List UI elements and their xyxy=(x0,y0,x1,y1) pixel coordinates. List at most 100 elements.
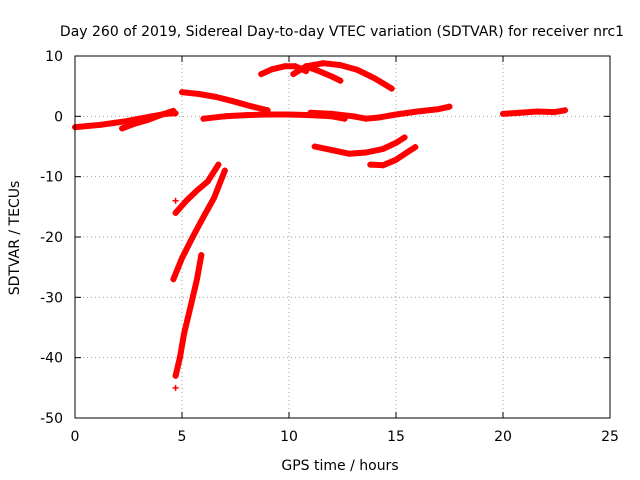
data-point xyxy=(337,62,344,69)
data-point xyxy=(172,384,179,391)
data-point xyxy=(204,178,211,185)
series-track-11 xyxy=(500,107,569,117)
series-band xyxy=(170,167,228,283)
y-axis-label: SDTVAR / TECUs xyxy=(7,181,23,296)
data-point xyxy=(363,149,370,156)
data-point xyxy=(517,109,524,116)
data-point xyxy=(380,145,387,152)
series-track-2 xyxy=(119,107,177,132)
data-point xyxy=(187,303,194,310)
data-point xyxy=(534,108,541,115)
data-point xyxy=(414,108,421,115)
data-point xyxy=(176,354,183,361)
data-point xyxy=(435,106,442,113)
y-tick-label: -20 xyxy=(40,230,63,246)
data-point xyxy=(221,113,228,120)
chart-title: Day 260 of 2019, Sidereal Day-to-day VTE… xyxy=(60,24,624,40)
data-point xyxy=(337,77,344,84)
data-point xyxy=(221,167,228,174)
data-point xyxy=(268,66,275,73)
series-track-3 xyxy=(179,89,271,114)
data-point xyxy=(215,161,222,168)
data-point xyxy=(393,156,399,163)
data-point xyxy=(213,94,220,101)
data-point xyxy=(320,60,327,67)
data-point xyxy=(315,68,322,75)
x-axis-label: GPS time / hours xyxy=(281,458,398,474)
data-point xyxy=(354,66,361,73)
data-point xyxy=(230,98,237,105)
x-tick-label: 5 xyxy=(178,429,187,445)
data-point xyxy=(170,276,177,283)
data-point xyxy=(200,115,207,122)
data-point xyxy=(193,276,200,283)
data-point xyxy=(183,197,190,204)
data-point xyxy=(500,110,506,117)
axis-ticks: 0 5 10 15 20 25 -50 -40 -30 -20 -10 0 10 xyxy=(40,49,619,445)
data-point xyxy=(446,103,453,110)
data-point xyxy=(243,112,250,119)
data-point xyxy=(110,119,117,126)
data-point xyxy=(172,197,179,204)
data-point xyxy=(193,187,200,194)
data-point xyxy=(350,113,357,120)
series-band xyxy=(311,134,408,157)
series-track-8 xyxy=(307,103,453,122)
data-point xyxy=(196,91,203,98)
data-point xyxy=(181,330,188,337)
data-point xyxy=(211,194,218,201)
data-point xyxy=(562,107,569,114)
series-layer xyxy=(72,60,569,391)
data-point xyxy=(247,103,254,110)
data-point xyxy=(123,118,130,125)
series-track-10 xyxy=(367,144,419,169)
data-point xyxy=(405,148,412,155)
data-point xyxy=(290,71,297,78)
data-point xyxy=(393,139,399,146)
data-point xyxy=(179,255,185,262)
x-tick-label: 15 xyxy=(387,429,405,445)
data-point xyxy=(97,121,104,128)
data-point xyxy=(375,114,382,121)
data-point xyxy=(157,112,164,119)
data-point xyxy=(345,150,352,157)
data-point xyxy=(172,209,179,216)
data-point xyxy=(200,214,207,221)
x-tick-label: 0 xyxy=(71,429,80,445)
x-tick-label: 25 xyxy=(601,429,619,445)
data-point xyxy=(170,107,177,114)
data-point xyxy=(189,234,196,240)
series-stray-1 xyxy=(172,197,179,204)
data-point xyxy=(281,63,288,70)
data-point xyxy=(388,85,395,92)
data-point xyxy=(328,110,335,117)
y-tick-label: 10 xyxy=(45,49,63,65)
data-point xyxy=(264,111,271,118)
series-track-9 xyxy=(311,134,408,157)
data-point xyxy=(363,115,370,122)
series-stray-2 xyxy=(172,384,179,391)
y-tick-label: 0 xyxy=(54,109,63,125)
series-band xyxy=(303,63,344,84)
data-point xyxy=(258,71,265,78)
data-point xyxy=(401,134,408,141)
data-point xyxy=(286,111,292,118)
data-point xyxy=(172,372,179,379)
x-tick-label: 20 xyxy=(494,429,512,445)
series-track-12 xyxy=(172,161,222,216)
data-point xyxy=(179,89,185,96)
data-point xyxy=(328,73,335,80)
data-point xyxy=(198,252,205,259)
data-point xyxy=(367,161,374,168)
series-band xyxy=(179,89,271,114)
y-tick-label: -40 xyxy=(40,351,63,367)
data-point xyxy=(551,109,558,116)
data-point xyxy=(292,63,299,70)
series-track-7 xyxy=(303,63,344,84)
data-point xyxy=(84,122,91,129)
y-tick-label: -30 xyxy=(40,290,63,306)
data-point xyxy=(311,143,318,150)
data-point xyxy=(131,120,138,127)
data-point xyxy=(393,111,399,118)
series-track-13 xyxy=(170,167,228,283)
